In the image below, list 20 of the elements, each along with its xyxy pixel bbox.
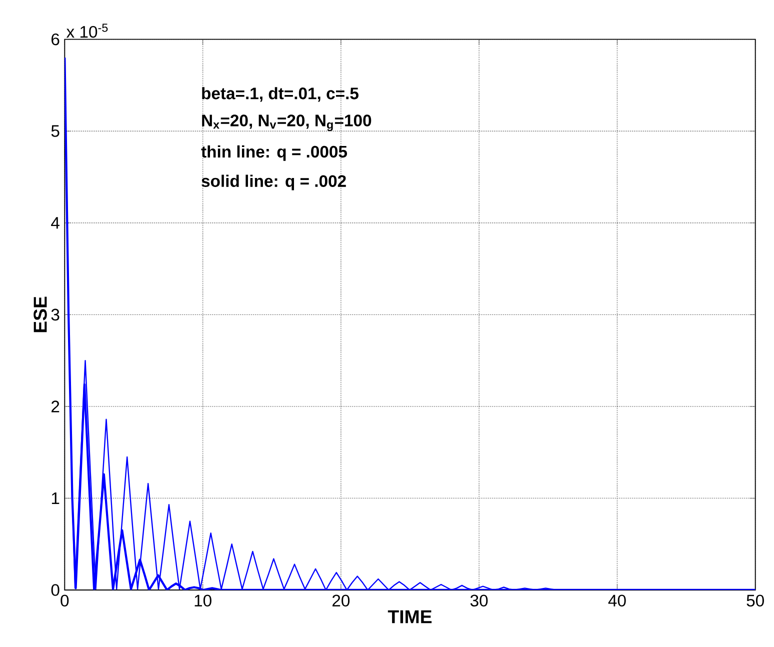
x-tick-label: 20 [332,594,350,607]
y-tick-label: 4 [51,217,60,229]
x-tick-label: 30 [470,594,488,607]
x-tick-label: 40 [608,594,626,607]
annotation: N$_{x}$=20, N$_{v}$=20, N$_{g}$=100 [202,114,372,132]
text: x 10$^{-5}$ [66,24,108,38]
x-tick-label: 10 [194,594,212,607]
y-tick-label: 1 [52,492,60,504]
annotation: solid line: q = .002 [202,174,346,190]
x-tick-label: 0 [60,594,69,607]
x-axis-title: TIME [388,610,432,624]
annotation: beta=.1, dt=.01, c=.5 [202,87,358,102]
annotation: thin line: q = .0005 [201,145,348,161]
x-tick-label: 50 [746,594,764,607]
y-tick-label: 3 [51,308,60,321]
y-tick-label: 5 [51,125,60,137]
y-tick-label: 0 [51,584,60,596]
y-tick-label: 6 [52,33,60,46]
y-axis-title: ESE [34,296,47,332]
y-tick-label: 2 [52,400,60,412]
